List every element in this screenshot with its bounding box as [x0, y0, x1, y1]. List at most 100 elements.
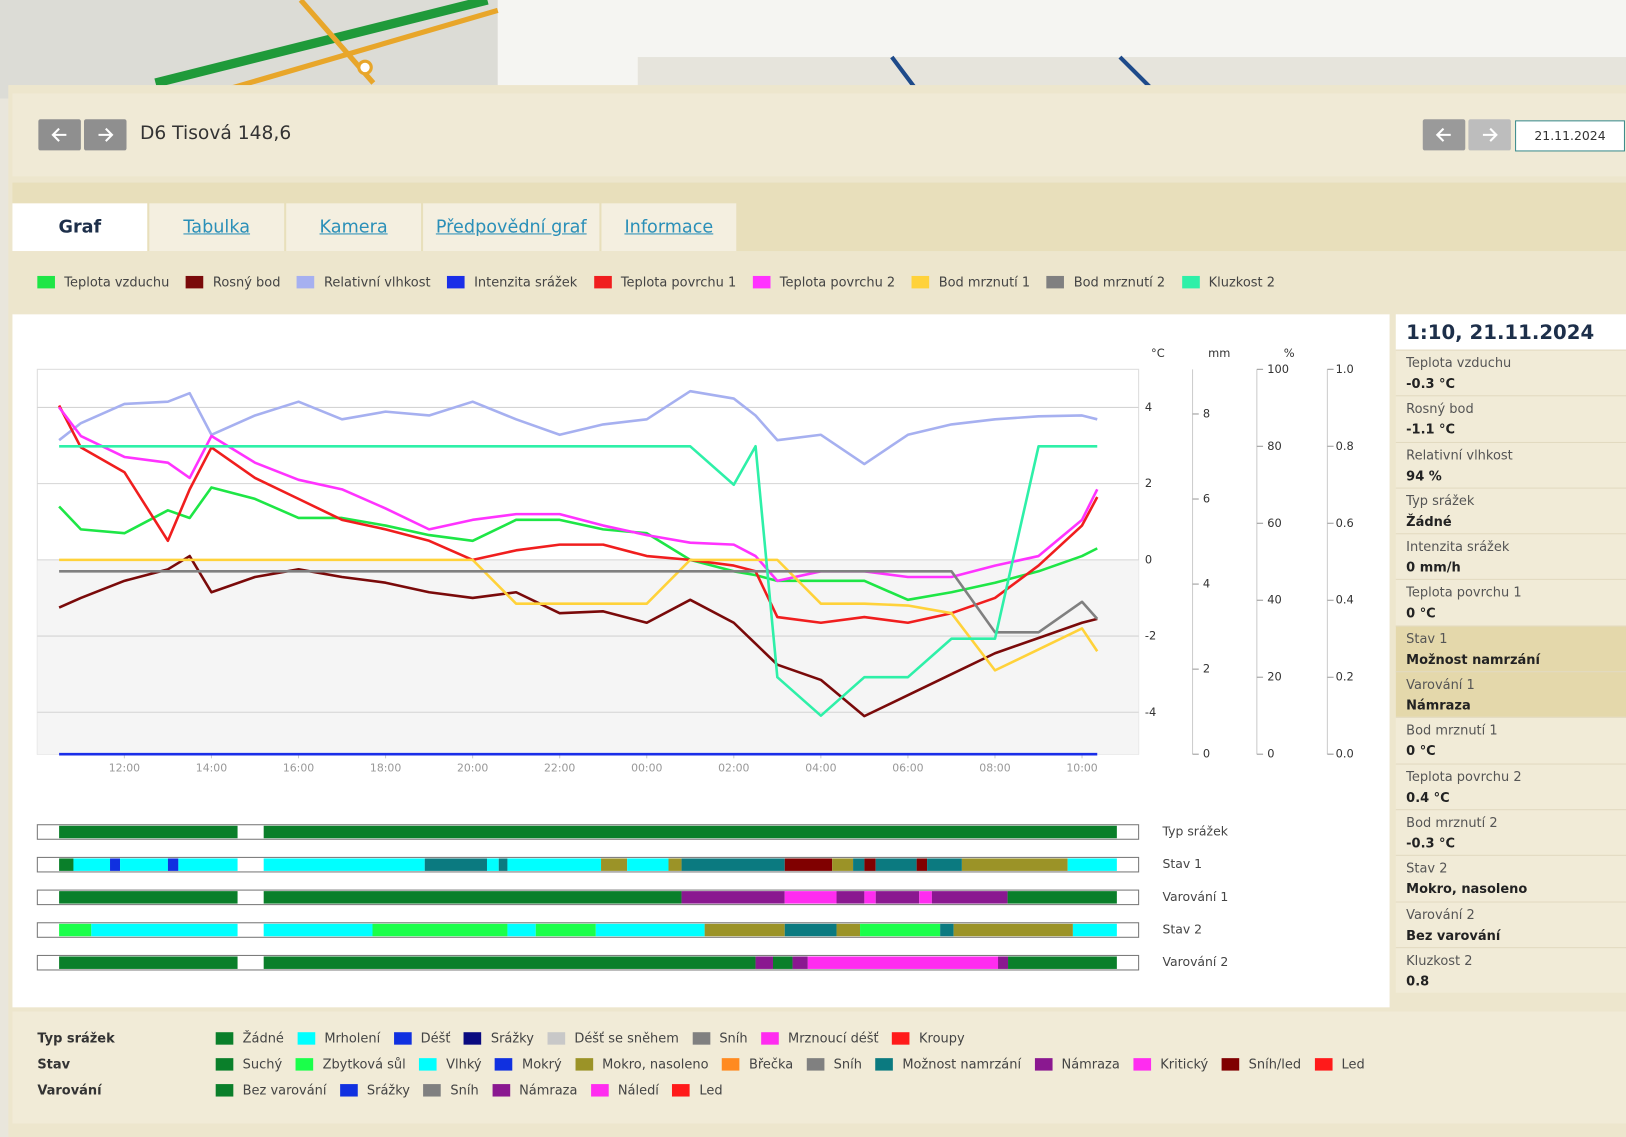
y2-tick-label: 4 [1203, 577, 1210, 591]
status-segment [682, 891, 785, 903]
state-legend-item: Srážky [464, 1030, 534, 1046]
side-label: Kluzkost 2 [1406, 948, 1626, 968]
status-segment [793, 956, 808, 968]
state-legend-item: Sníh [807, 1056, 862, 1072]
x-tick-label: 20:00 [457, 762, 488, 775]
state-legend-item: Suchý [216, 1056, 282, 1072]
state-legend-swatch [423, 1084, 441, 1096]
x-tick-label: 06:00 [892, 762, 923, 775]
state-legend-swatch [297, 1032, 315, 1044]
y3-tick-label: 80 [1267, 439, 1281, 453]
side-title: 1:10, 21.11.2024 [1396, 314, 1626, 349]
y4-tick-label: 0.6 [1336, 516, 1354, 530]
status-segment [954, 924, 1073, 936]
state-legend-item: Sníh [692, 1030, 747, 1046]
status-segment [837, 924, 861, 936]
prev-day[interactable] [1423, 119, 1466, 150]
status-segment [940, 924, 953, 936]
status-segment [264, 858, 425, 870]
state-legend-item: Možnost namrzání [875, 1056, 1021, 1072]
state-legend-swatch [1035, 1058, 1053, 1070]
status-segment [864, 858, 875, 870]
side-panel: 1:10, 21.11.2024 Teplota vzduchu-0.3 °CR… [1396, 314, 1626, 993]
state-legend-label: Náledí [618, 1082, 659, 1098]
status-segment [59, 891, 237, 903]
date-input[interactable]: 21.11.2024 [1515, 120, 1625, 151]
state-legend-swatch [495, 1058, 513, 1070]
x-tick-label: 02:00 [718, 762, 749, 775]
status-segment [998, 956, 1008, 968]
side-value: 0 °C [1406, 738, 1626, 759]
side-row: Stav 1Možnost namrzání [1396, 625, 1626, 671]
status-segment [962, 858, 1068, 870]
state-legend-swatch [761, 1032, 779, 1044]
status-segment [264, 956, 756, 968]
y2-axis-unit: mm [1208, 346, 1230, 360]
side-label: Stav 2 [1406, 856, 1626, 876]
side-label: Varování 1 [1406, 672, 1626, 692]
side-value: Bez varování [1406, 922, 1626, 943]
side-label: Teplota vzduchu [1406, 351, 1626, 371]
state-legend-label: Déšť [421, 1030, 451, 1046]
state-legend-label: Možnost namrzání [902, 1056, 1021, 1072]
side-value: Žádné [1406, 508, 1626, 529]
status-segment [876, 858, 917, 870]
state-legend-swatch [875, 1058, 893, 1070]
status-label: Varování 2 [1162, 954, 1228, 969]
y3-axis-unit: % [1284, 346, 1295, 360]
state-legend-label: Námraza [1062, 1056, 1120, 1072]
below-zero-shade [37, 560, 1138, 754]
status-segment [487, 858, 499, 870]
state-legend-swatch [394, 1032, 412, 1044]
state-legend-label: Mokro, nasoleno [602, 1056, 708, 1072]
next-day[interactable] [1468, 119, 1511, 150]
state-legend-item: Mokrý [495, 1056, 562, 1072]
state-legend-swatch [547, 1032, 565, 1044]
side-label: Teplota povrchu 2 [1406, 764, 1626, 784]
state-legend-swatch [591, 1084, 609, 1096]
side-value: 0 mm/h [1406, 554, 1626, 575]
state-legend-label: Zbytková sůl [323, 1056, 406, 1072]
side-row: Varování 1Námraza [1396, 671, 1626, 717]
state-legend-label: Sníh [450, 1082, 478, 1098]
state-legend-item: Kritický [1133, 1056, 1208, 1072]
side-value: -1.1 °C [1406, 416, 1626, 437]
state-legend-label: Námraza [519, 1082, 577, 1098]
y3-tick-label: 20 [1267, 670, 1281, 684]
state-legend-label: Mokrý [522, 1056, 562, 1072]
status-label: Typ srážek [1161, 823, 1228, 838]
y2-tick-label: 8 [1203, 406, 1210, 420]
state-legend-item: Mokro, nasoleno [575, 1056, 708, 1072]
state-legend-swatch [1315, 1058, 1333, 1070]
status-segment [669, 858, 682, 870]
status-segment [756, 956, 773, 968]
state-legend-group: VarováníBez varováníSrážkySníhNámrazaNál… [37, 1082, 736, 1098]
state-legend-group: Typ srážekŽádnéMrholeníDéšťSrážkyDéšť se… [37, 1030, 978, 1046]
y-tick-label: -4 [1145, 705, 1156, 719]
status-segment [932, 891, 1008, 903]
status-segment [507, 858, 601, 870]
status-segment [785, 858, 832, 870]
side-value: 94 % [1406, 462, 1626, 483]
y3-tick-label: 60 [1267, 516, 1281, 530]
state-legend: Typ srážekŽádnéMrholeníDéšťSrážkyDéšť se… [12, 1011, 1626, 1123]
side-label: Bod mrznutí 1 [1406, 718, 1626, 738]
side-label: Relativní vlhkost [1406, 443, 1626, 463]
state-legend-item: Námraza [492, 1082, 577, 1098]
state-legend-item: Vlhký [419, 1056, 481, 1072]
state-legend-label: Břečka [749, 1056, 793, 1072]
status-label: Stav 2 [1162, 922, 1202, 937]
status-label: Stav 1 [1162, 856, 1202, 871]
side-value: Mokro, nasoleno [1406, 876, 1626, 897]
state-legend-label: Sníh/led [1249, 1056, 1301, 1072]
side-row: Stav 2Mokro, nasoleno [1396, 855, 1626, 901]
status-segment [682, 858, 785, 870]
status-segment [264, 891, 682, 903]
state-legend-item: Mrznoucí déšť [761, 1030, 879, 1046]
state-legend-label: Kroupy [919, 1030, 965, 1046]
state-legend-swatch [892, 1032, 910, 1044]
state-legend-swatch [464, 1032, 482, 1044]
status-segment [927, 858, 962, 870]
state-legend-label: Mrholení [324, 1030, 380, 1046]
side-label: Stav 1 [1406, 626, 1626, 646]
